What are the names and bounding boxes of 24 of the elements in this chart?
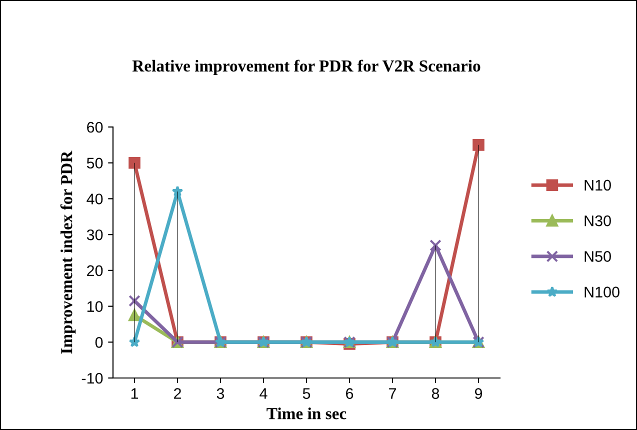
y-tick-label: 0 bbox=[95, 337, 103, 348]
legend-label: N30 bbox=[584, 215, 611, 226]
x-tick-label: 1 bbox=[131, 388, 138, 399]
x-axis-title: Time in sec bbox=[266, 408, 346, 420]
legend-label: N50 bbox=[584, 251, 611, 262]
y-tick-label: 30 bbox=[86, 229, 103, 240]
legend-label: N100 bbox=[584, 286, 620, 298]
y-tick-label: 60 bbox=[87, 122, 103, 133]
x-tick-label: 8 bbox=[432, 388, 440, 399]
x-tick-label: 9 bbox=[474, 388, 482, 399]
y-tick-label: 10 bbox=[87, 301, 103, 312]
x-tick-label: 4 bbox=[260, 388, 268, 399]
x-tick-label: 6 bbox=[346, 388, 354, 399]
x-tick-label: 7 bbox=[389, 388, 396, 399]
y-tick-label: 20 bbox=[87, 265, 103, 276]
y-tick-label: 40 bbox=[86, 194, 103, 204]
y-axis-title: Improvement index for PDR bbox=[60, 150, 76, 354]
chart-title: Relative improvement for PDR for V2R Scenario bbox=[132, 60, 480, 75]
legend-label: N10 bbox=[584, 180, 611, 191]
y-tick-label: 50 bbox=[86, 158, 103, 169]
y-tick-label: -10 bbox=[82, 372, 103, 384]
x-tick-label: 3 bbox=[216, 388, 224, 399]
x-tick-label: 2 bbox=[174, 388, 181, 399]
x-tick-label: 5 bbox=[302, 388, 310, 399]
